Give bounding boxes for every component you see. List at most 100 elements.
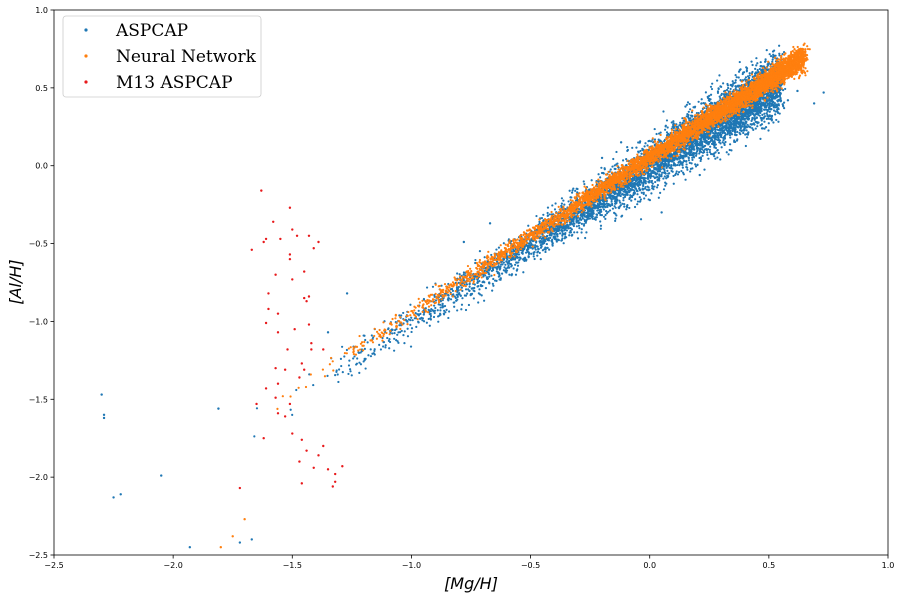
point <box>477 301 480 304</box>
point <box>719 158 722 161</box>
point <box>729 136 732 139</box>
point <box>409 345 413 348</box>
point <box>663 175 666 178</box>
point <box>773 49 776 52</box>
point <box>657 138 660 141</box>
point <box>348 359 351 362</box>
point <box>754 127 757 130</box>
point <box>518 256 521 259</box>
point <box>718 139 722 142</box>
point <box>416 313 419 316</box>
point <box>637 177 641 180</box>
point <box>504 263 507 266</box>
point <box>578 227 581 230</box>
point <box>696 163 699 167</box>
point <box>447 316 450 320</box>
point <box>652 188 655 191</box>
point <box>753 117 756 120</box>
point <box>553 208 557 211</box>
point <box>742 131 745 135</box>
point <box>353 355 356 358</box>
point <box>623 203 626 206</box>
point <box>626 192 629 196</box>
point <box>533 257 536 261</box>
point <box>562 199 565 202</box>
point <box>476 281 479 284</box>
point <box>765 49 768 52</box>
point <box>425 321 428 324</box>
point <box>713 155 716 158</box>
point <box>655 186 659 189</box>
point <box>535 245 538 248</box>
point <box>527 256 530 259</box>
point <box>729 87 732 91</box>
point <box>536 247 540 251</box>
point <box>672 182 675 185</box>
point <box>378 343 381 346</box>
point <box>646 144 649 147</box>
point <box>663 169 666 173</box>
point <box>538 220 541 223</box>
point <box>359 363 363 366</box>
point <box>677 171 681 174</box>
point <box>736 120 740 124</box>
point <box>544 246 547 249</box>
point <box>735 76 738 79</box>
point <box>428 324 431 327</box>
point <box>781 103 784 106</box>
point <box>666 126 669 129</box>
point <box>358 361 361 364</box>
point <box>371 352 374 355</box>
point <box>503 266 506 269</box>
point <box>599 227 602 230</box>
point <box>390 328 394 331</box>
point <box>546 211 549 215</box>
point <box>495 248 498 251</box>
point <box>774 113 777 116</box>
point <box>439 303 442 306</box>
point <box>611 165 614 168</box>
point <box>605 212 609 215</box>
point <box>443 304 447 308</box>
point <box>639 218 643 221</box>
point <box>490 253 493 257</box>
point <box>641 188 644 191</box>
point <box>387 327 390 330</box>
point <box>565 229 569 232</box>
point <box>582 180 585 183</box>
point <box>734 85 738 88</box>
point <box>659 168 662 171</box>
point <box>647 174 650 177</box>
point <box>462 271 465 274</box>
point <box>751 127 754 130</box>
point <box>719 97 722 100</box>
point <box>337 380 340 384</box>
point <box>555 227 558 230</box>
point <box>778 54 781 57</box>
point <box>738 60 741 64</box>
point <box>609 168 612 171</box>
point <box>672 174 675 178</box>
point <box>450 287 454 291</box>
point <box>761 113 764 116</box>
point <box>751 63 754 67</box>
point <box>701 151 705 154</box>
point <box>676 163 679 167</box>
point <box>347 372 350 376</box>
point <box>691 156 694 159</box>
point <box>386 336 389 340</box>
point <box>714 157 717 160</box>
point <box>439 309 442 312</box>
point <box>778 52 781 55</box>
point <box>692 145 695 148</box>
point <box>417 309 420 312</box>
point <box>720 146 723 149</box>
point <box>391 332 394 335</box>
point <box>618 199 621 202</box>
point <box>495 279 498 283</box>
point <box>751 116 754 120</box>
point <box>402 334 405 337</box>
point <box>495 267 499 271</box>
point <box>576 187 579 191</box>
point <box>770 107 773 111</box>
